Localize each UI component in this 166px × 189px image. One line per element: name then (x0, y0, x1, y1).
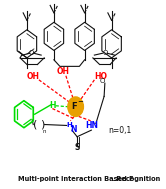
Text: Multi-point Interaction Based F: Multi-point Interaction Based F (18, 176, 133, 182)
Text: HN: HN (86, 121, 99, 130)
Text: HO: HO (94, 72, 107, 81)
Text: Recognition: Recognition (114, 176, 160, 182)
Text: O: O (29, 50, 34, 56)
Text: O: O (102, 50, 108, 56)
Text: OH: OH (56, 67, 69, 76)
Text: (: ( (33, 119, 37, 129)
Text: −: − (111, 177, 116, 182)
Text: n: n (42, 129, 46, 134)
Text: H: H (49, 101, 56, 110)
Circle shape (68, 97, 83, 116)
Text: n=0,1: n=0,1 (108, 126, 131, 135)
Text: S: S (74, 143, 80, 153)
Text: O: O (100, 78, 105, 84)
Text: OH: OH (26, 72, 39, 81)
Text: N: N (70, 125, 77, 134)
Text: H: H (66, 122, 72, 129)
Text: ): ) (41, 119, 45, 129)
Text: F: F (72, 102, 77, 111)
Text: −: − (77, 99, 83, 105)
